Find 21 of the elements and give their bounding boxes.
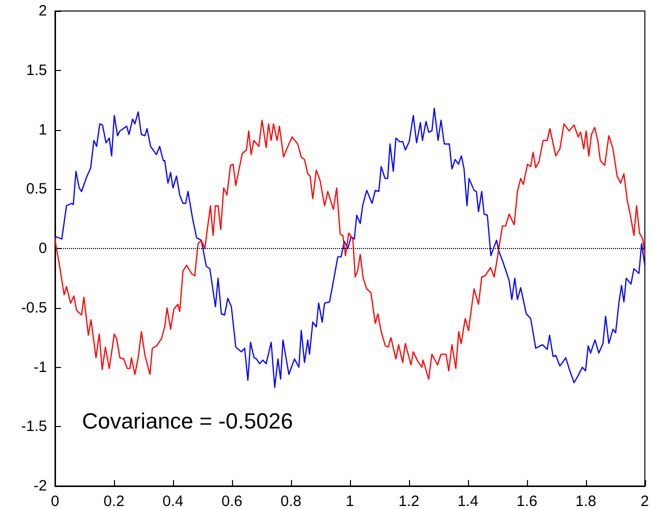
- y-tick-label: 1: [38, 121, 47, 138]
- x-tick-label: 0.4: [162, 493, 184, 509]
- y-tick-label: -1.5: [21, 418, 47, 436]
- x-tick-label: 0.8: [280, 493, 302, 509]
- annotation: Covariance = -0.5026: [82, 408, 293, 434]
- x-tick-label: 1.8: [575, 493, 596, 509]
- y-tick-label: 2: [38, 2, 47, 20]
- x-tick-label: 1: [346, 493, 354, 509]
- x-tick-label: 2: [640, 493, 649, 509]
- y-tick-label: -0.5: [21, 299, 47, 316]
- x-tick-label: 1.4: [457, 493, 478, 509]
- y-tick-label: -2: [34, 478, 47, 494]
- x-tick-label: 0.6: [222, 493, 242, 509]
- x-tick-label: 1.6: [516, 493, 538, 509]
- x-tick-label: 0: [50, 493, 60, 509]
- y-tick-label: 0.5: [26, 180, 47, 198]
- x-tick-label: 0.2: [104, 493, 124, 509]
- y-tick-label: -1: [34, 358, 47, 376]
- y-tick-label: 0: [38, 240, 47, 257]
- x-tick-label: 1.2: [398, 493, 420, 509]
- y-tick-label: 1.5: [26, 62, 47, 79]
